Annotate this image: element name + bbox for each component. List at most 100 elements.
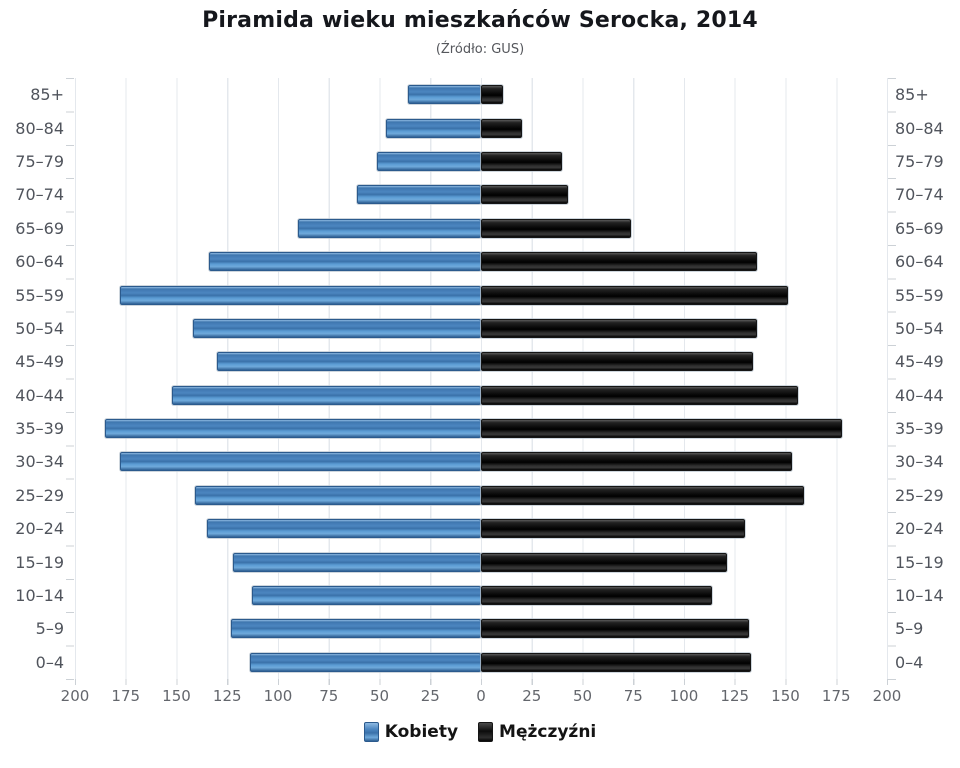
- right-half: [481, 218, 887, 238]
- pyramid-row: [75, 212, 887, 245]
- male-bar-25–29[interactable]: [481, 485, 804, 505]
- pyramid-row: [75, 245, 887, 278]
- female-bar-50–54[interactable]: [192, 318, 481, 338]
- x-axis-tick-label: 100: [263, 687, 293, 705]
- male-bar-50–54[interactable]: [481, 318, 758, 338]
- y-axis-label: 30–34: [15, 452, 64, 472]
- left-half: [75, 151, 481, 171]
- left-half: [75, 519, 481, 539]
- plot-rows: [75, 78, 887, 679]
- right-half: [481, 285, 887, 305]
- male-bar-10–14[interactable]: [481, 586, 713, 606]
- pyramid-row: [75, 512, 887, 545]
- x-axis-tick-label: 25: [420, 687, 440, 705]
- y-axis-label: 50–54: [895, 318, 944, 338]
- legend-item-mezczyzni[interactable]: Mężczyźni: [478, 722, 596, 742]
- female-bar-15–19[interactable]: [233, 552, 481, 572]
- left-half: [75, 552, 481, 572]
- pyramid-row: [75, 445, 887, 478]
- y-axis-label: 25–29: [895, 485, 944, 505]
- female-bar-25–29[interactable]: [194, 485, 481, 505]
- male-bar-45–49[interactable]: [481, 352, 754, 372]
- pyramid-row: [75, 579, 887, 612]
- left-half: [75, 652, 481, 672]
- legend-item-kobiety[interactable]: Kobiety: [363, 722, 458, 742]
- y-axis-label: 70–74: [15, 185, 64, 205]
- y-axis-label: 55–59: [895, 285, 944, 305]
- kobiety-swatch-icon: [363, 722, 379, 742]
- left-half: [75, 419, 481, 439]
- male-bar-80–84[interactable]: [481, 118, 522, 138]
- female-bar-85+[interactable]: [407, 85, 481, 105]
- y-axis-label: 80–84: [15, 118, 64, 138]
- male-bar-5–9[interactable]: [481, 619, 749, 639]
- male-bar-15–19[interactable]: [481, 552, 727, 572]
- y-axis-label: 0–4: [895, 652, 924, 672]
- female-bar-65–69[interactable]: [298, 218, 481, 238]
- female-bar-80–84[interactable]: [385, 118, 481, 138]
- x-axis-tick-label: 200: [872, 687, 902, 705]
- male-bar-35–39[interactable]: [481, 419, 843, 439]
- y-axis-label: 25–29: [15, 485, 64, 505]
- x-axis-tick-label: 175: [821, 687, 851, 705]
- y-axis-label: 35–39: [15, 419, 64, 439]
- x-axis-tick-label: 150: [771, 687, 800, 705]
- y-axis-ticks-right: [888, 78, 896, 680]
- male-bar-85+[interactable]: [481, 85, 504, 105]
- y-axis-label: 40–44: [15, 385, 64, 405]
- y-axis-label: 85+: [895, 85, 929, 105]
- y-axis-ticks-left: [66, 78, 74, 680]
- male-bar-40–44[interactable]: [481, 385, 798, 405]
- y-axis-label: 20–24: [15, 519, 64, 539]
- left-half: [75, 619, 481, 639]
- female-bar-70–74[interactable]: [357, 185, 481, 205]
- y-axis-label: 15–19: [895, 552, 944, 572]
- left-half: [75, 385, 481, 405]
- female-bar-60–64[interactable]: [208, 252, 481, 272]
- y-axis-label: 60–64: [895, 252, 944, 272]
- y-axis-label: 65–69: [895, 218, 944, 238]
- plot-area: [75, 78, 888, 679]
- y-axis-label: 85+: [30, 85, 64, 105]
- left-half: [75, 485, 481, 505]
- left-half: [75, 586, 481, 606]
- x-axis-tick-label: 125: [720, 687, 750, 705]
- male-bar-75–79[interactable]: [481, 151, 563, 171]
- male-bar-30–34[interactable]: [481, 452, 792, 472]
- y-axis-label: 70–74: [895, 185, 944, 205]
- female-bar-40–44[interactable]: [172, 385, 481, 405]
- female-bar-5–9[interactable]: [231, 619, 481, 639]
- female-bar-75–79[interactable]: [377, 151, 481, 171]
- x-axis-tick-label: 50: [369, 687, 390, 705]
- right-half: [481, 252, 887, 272]
- x-axis-tick-label: 75: [319, 687, 339, 705]
- y-axis-label: 40–44: [895, 385, 944, 405]
- legend-label: Mężczyźni: [499, 722, 597, 742]
- female-bar-0–4[interactable]: [249, 652, 481, 672]
- female-bar-35–39[interactable]: [105, 419, 481, 439]
- right-half: [481, 652, 887, 672]
- y-axis-label: 55–59: [15, 285, 64, 305]
- pyramid-row: [75, 545, 887, 578]
- female-bar-30–34[interactable]: [119, 452, 481, 472]
- male-bar-55–59[interactable]: [481, 285, 788, 305]
- left-half: [75, 318, 481, 338]
- male-bar-0–4[interactable]: [481, 652, 751, 672]
- x-axis-tick-label: 75: [623, 687, 643, 705]
- female-bar-55–59[interactable]: [119, 285, 481, 305]
- male-bar-20–24[interactable]: [481, 519, 745, 539]
- male-bar-60–64[interactable]: [481, 252, 758, 272]
- pyramid-row: [75, 278, 887, 311]
- female-bar-20–24[interactable]: [206, 519, 481, 539]
- chart-subtitle: (Źródło: GUS): [435, 42, 525, 57]
- right-half: [481, 85, 887, 105]
- male-bar-70–74[interactable]: [481, 185, 569, 205]
- right-half: [481, 318, 887, 338]
- female-bar-10–14[interactable]: [251, 586, 481, 606]
- male-bar-65–69[interactable]: [481, 218, 632, 238]
- mezczyzni-swatch-icon: [478, 722, 494, 742]
- female-bar-45–49[interactable]: [217, 352, 481, 372]
- y-axis-label: 5–9: [895, 619, 924, 639]
- pyramid-row: [75, 312, 887, 345]
- right-half: [481, 452, 887, 472]
